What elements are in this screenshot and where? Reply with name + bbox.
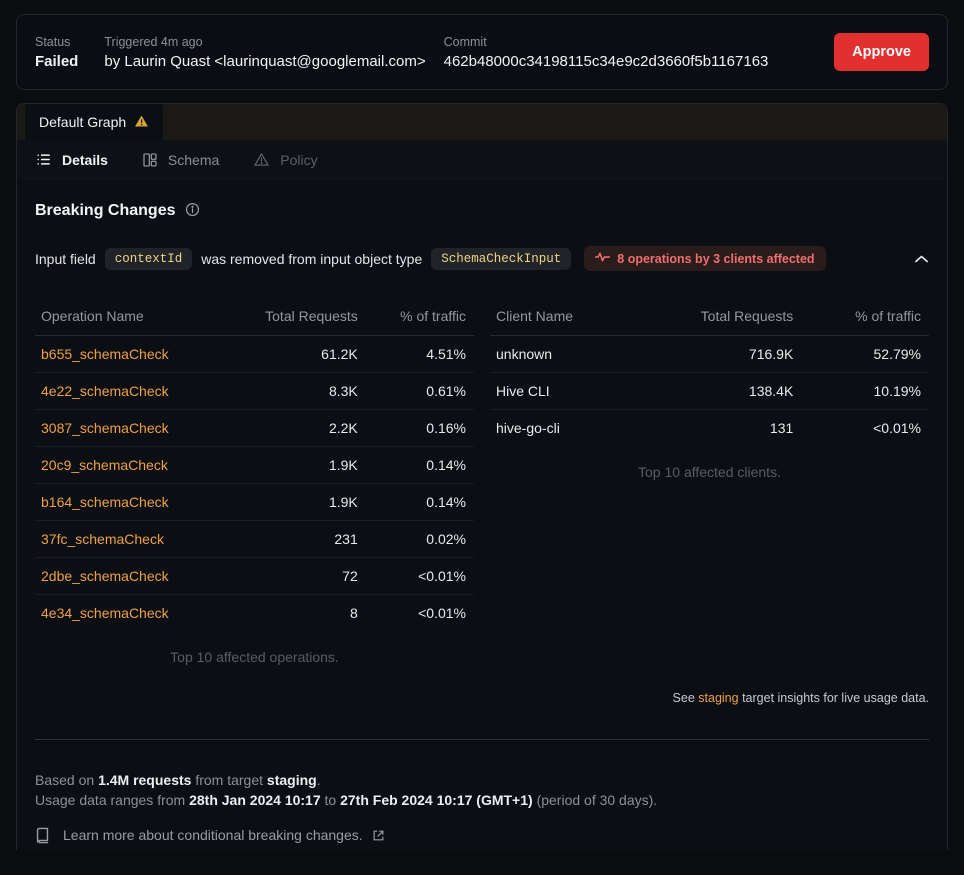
col-client-name: Client Name — [490, 299, 632, 336]
activity-pulse-icon — [595, 251, 611, 266]
operation-link[interactable]: 4e34_schemaCheck — [41, 605, 169, 622]
table-row: 2dbe_schemaCheck 72 <0.01% — [35, 557, 474, 595]
operation-link[interactable]: 2dbe_schemaCheck — [41, 568, 169, 584]
operations-header-row: Operation Name Total Requests % of traff… — [35, 299, 474, 336]
target-name: staging — [266, 771, 317, 788]
table-row: 4e22_schemaCheck 8.3K 0.61% — [35, 372, 474, 410]
clients-header-row: Client Name Total Requests % of traffic — [490, 299, 929, 336]
subtab-schema-label: Schema — [167, 151, 220, 168]
subtab-details[interactable]: Details — [35, 152, 108, 168]
book-icon — [35, 827, 50, 844]
subtab-bar: Details Schema Policy — [17, 140, 947, 180]
staging-target-link[interactable]: staging — [698, 690, 739, 705]
table-row: 37fc_schemaCheck 231 0.02% — [35, 520, 474, 558]
col-total-requests: Total Requests — [222, 299, 366, 336]
status-value: Failed — [35, 52, 79, 70]
triggered-column: Triggered 4m ago by Laurin Quast <laurin… — [104, 35, 425, 70]
tab-default-graph[interactable]: Default Graph — [25, 104, 164, 140]
collapse-chevron-up-icon[interactable] — [914, 254, 929, 264]
schema-columns-icon — [142, 152, 158, 168]
table-row: b655_schemaCheck 61.2K 4.51% — [41, 346, 466, 362]
usage-tables: Operation Name Total Requests % of traff… — [35, 299, 929, 665]
status-column: Status Failed — [35, 35, 78, 70]
operations-table: Operation Name Total Requests % of traff… — [35, 299, 474, 632]
operations-caption: Top 10 affected operations. — [170, 648, 339, 665]
col-operation-name: Operation Name — [35, 299, 223, 336]
status-label: Status — [35, 34, 71, 49]
breaking-change-row[interactable]: Input field contextId was removed from i… — [35, 246, 929, 271]
table-row: 20c9_schemaCheck 1.9K 0.14% — [35, 446, 474, 484]
operation-link[interactable]: 37fc_schemaCheck — [41, 531, 164, 547]
input-type-chip: SchemaCheckInput — [431, 247, 572, 270]
subtab-policy[interactable]: Policy — [253, 151, 318, 168]
approve-button[interactable]: Approve — [834, 33, 929, 71]
change-prefix: Input field — [35, 250, 96, 267]
list-icon — [35, 152, 52, 167]
table-row: 3087_schemaCheck 2.2K 0.16% — [35, 409, 474, 447]
range-start-date: 28th Jan 2024 10:17 — [189, 791, 321, 808]
subtab-details-label: Details — [62, 151, 108, 168]
learn-more-link[interactable]: Learn more about conditional breaking ch… — [35, 827, 929, 844]
affected-operations-badge: 8 operations by 3 clients affected — [584, 246, 826, 271]
subtab-policy-label: Policy — [280, 151, 318, 168]
details-content: Breaking Changes Input field contextId w… — [17, 180, 947, 850]
external-link-icon — [372, 829, 385, 842]
table-row: 4e34_schemaCheck 8 <0.01% — [35, 594, 474, 632]
footer-divider — [35, 738, 929, 740]
col-traffic: % of traffic — [365, 299, 474, 336]
table-row: b164_schemaCheck 1.9K 0.14% — [35, 483, 474, 521]
operation-link[interactable]: 3087_schemaCheck — [41, 420, 169, 436]
graph-tab-bar: Default Graph — [17, 104, 947, 140]
graph-tab-label: Default Graph — [39, 114, 127, 130]
operation-link[interactable]: b164_schemaCheck — [41, 494, 169, 510]
col-total-requests: Total Requests — [631, 299, 802, 336]
clients-table: Client Name Total Requests % of traffic … — [490, 299, 929, 447]
clients-table-wrap: Client Name Total Requests % of traffic … — [490, 299, 929, 665]
footer-line-1: Based on 1.4M requests from target stagi… — [35, 771, 321, 788]
breaking-changes-header: Breaking Changes — [35, 202, 929, 220]
usage-footer: Based on 1.4M requests from target stagi… — [35, 770, 929, 810]
warning-triangle-icon — [134, 114, 149, 131]
clients-caption: Top 10 affected clients. — [638, 463, 781, 480]
operation-link[interactable]: b655_schemaCheck — [41, 346, 169, 362]
triggered-label: Triggered 4m ago — [104, 34, 203, 49]
operation-link[interactable]: 20c9_schemaCheck — [41, 457, 168, 473]
affected-badge-label: 8 operations by 3 clients affected — [617, 251, 815, 266]
operation-link[interactable]: 4e22_schemaCheck — [41, 383, 169, 399]
check-summary-card: Status Failed Triggered 4m ago by Laurin… — [16, 14, 948, 90]
change-middle: was removed from input object type — [201, 250, 423, 267]
commit-label: Commit — [443, 34, 487, 49]
request-count: 1.4M requests — [98, 771, 192, 788]
table-row: hive-go-cli 131 <0.01% — [490, 409, 929, 447]
removed-field-chip: contextId — [104, 247, 193, 270]
insights-note: See staging target insights for live usa… — [672, 690, 929, 705]
table-row: unknown 716.9K 52.79% — [496, 346, 921, 362]
triggered-value: by Laurin Quast <laurinquast@googlemail.… — [104, 52, 426, 70]
table-row: Hive CLI 138.4K 10.19% — [490, 372, 929, 410]
operations-table-wrap: Operation Name Total Requests % of traff… — [35, 299, 474, 665]
subtab-schema[interactable]: Schema — [142, 152, 219, 168]
schema-check-panel: Default Graph Details Schema Policy — [16, 103, 948, 850]
commit-value: 462b48000c34198115c34e9c2d3660f5b1167163 — [443, 52, 769, 70]
col-traffic: % of traffic — [801, 299, 929, 336]
breaking-changes-title: Breaking Changes — [35, 202, 176, 219]
footer-line-2: Usage data ranges from 28th Jan 2024 10:… — [35, 791, 658, 808]
range-end-date: 27th Feb 2024 10:17 (GMT+1) — [340, 791, 533, 808]
learn-more-label: Learn more about conditional breaking ch… — [63, 827, 363, 843]
commit-column: Commit 462b48000c34198115c34e9c2d3660f5b… — [444, 35, 769, 70]
info-icon[interactable] — [185, 202, 200, 220]
policy-warning-icon — [253, 152, 270, 167]
